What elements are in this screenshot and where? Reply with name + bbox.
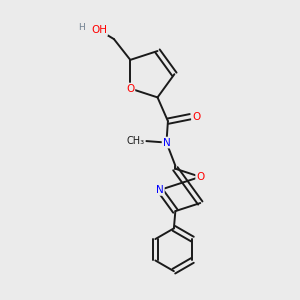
- Text: CH₃: CH₃: [127, 136, 145, 146]
- Text: N: N: [163, 138, 170, 148]
- Text: O: O: [192, 112, 200, 122]
- Text: OH: OH: [91, 25, 107, 35]
- Text: O: O: [196, 172, 204, 182]
- Text: H: H: [79, 23, 85, 32]
- Text: N: N: [156, 185, 164, 195]
- Text: O: O: [126, 83, 134, 94]
